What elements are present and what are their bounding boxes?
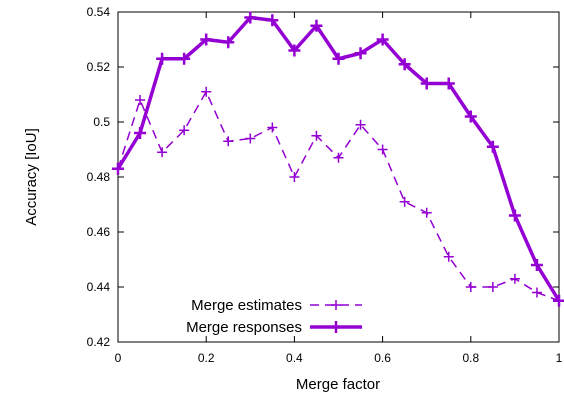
data-point-0 (377, 144, 388, 155)
series-layer (112, 11, 564, 307)
data-point-1 (376, 33, 389, 46)
data-point-0 (509, 273, 520, 284)
y-tick-label: 0.48 (87, 170, 111, 184)
y-axis-title: Accuracy [IoU] (23, 128, 40, 226)
y-tick-label: 0.5 (93, 115, 110, 129)
y-tick-label: 0.42 (87, 335, 111, 349)
data-point-0 (399, 196, 410, 207)
data-point-1 (553, 294, 564, 307)
data-point-0 (421, 207, 432, 218)
data-point-1 (156, 52, 169, 65)
data-point-0 (245, 133, 256, 144)
data-point-0 (355, 119, 366, 130)
data-point-0 (135, 95, 146, 105)
x-tick-label: 0 (115, 351, 122, 365)
legend-marker-1 (330, 321, 342, 333)
data-point-1 (420, 77, 433, 90)
x-tick-label: 0.6 (374, 351, 391, 365)
y-tick-label: 0.44 (87, 280, 111, 294)
x-tick-label: 1 (556, 351, 563, 365)
data-point-0 (311, 130, 322, 141)
data-point-1 (442, 77, 455, 90)
data-point-1 (112, 162, 124, 175)
y-tick-label: 0.46 (87, 225, 111, 239)
data-point-1 (332, 52, 345, 65)
data-point-1 (464, 110, 477, 123)
data-point-1 (266, 14, 279, 27)
data-point-1 (354, 47, 367, 60)
x-tick-label: 0.2 (198, 351, 215, 365)
axis-tick-labels: 0 0.2 0.4 0.6 0.8 1 0.42 0.44 0.46 0.48 0.5 0.52 0.5… (87, 5, 563, 365)
legend: Merge estimates Merge responses (186, 297, 362, 336)
data-point-0 (531, 287, 542, 298)
legend-label-merge-responses: Merge responses (186, 319, 302, 336)
data-point-0 (465, 282, 476, 292)
data-point-1 (244, 11, 257, 24)
data-point-1 (200, 33, 213, 46)
axis-ticks (117, 11, 560, 343)
data-point-0 (333, 152, 344, 163)
x-tick-label: 0.4 (286, 351, 303, 365)
data-point-0 (201, 86, 212, 97)
legend-label-merge-estimates: Merge estimates (191, 297, 302, 314)
data-point-1 (310, 19, 323, 32)
data-point-0 (443, 251, 454, 262)
x-axis-title: Merge factor (296, 376, 380, 393)
data-point-1 (222, 36, 235, 49)
y-tick-label: 0.52 (87, 60, 111, 74)
data-point-1 (134, 127, 147, 139)
data-point-0 (179, 125, 190, 136)
data-point-1 (508, 209, 521, 222)
data-point-1 (398, 58, 411, 71)
data-point-0 (223, 136, 234, 147)
data-point-0 (157, 147, 168, 158)
data-point-1 (486, 140, 499, 153)
data-point-0 (487, 282, 498, 292)
data-point-1 (178, 52, 191, 65)
legend-marker-0 (331, 300, 341, 310)
data-point-0 (267, 122, 278, 133)
data-point-1 (288, 44, 301, 57)
data-point-1 (530, 259, 543, 271)
series-line-0 (117, 91, 560, 302)
x-tick-label: 0.8 (462, 351, 479, 365)
data-point-0 (289, 172, 300, 182)
y-tick-label: 0.54 (87, 5, 111, 19)
